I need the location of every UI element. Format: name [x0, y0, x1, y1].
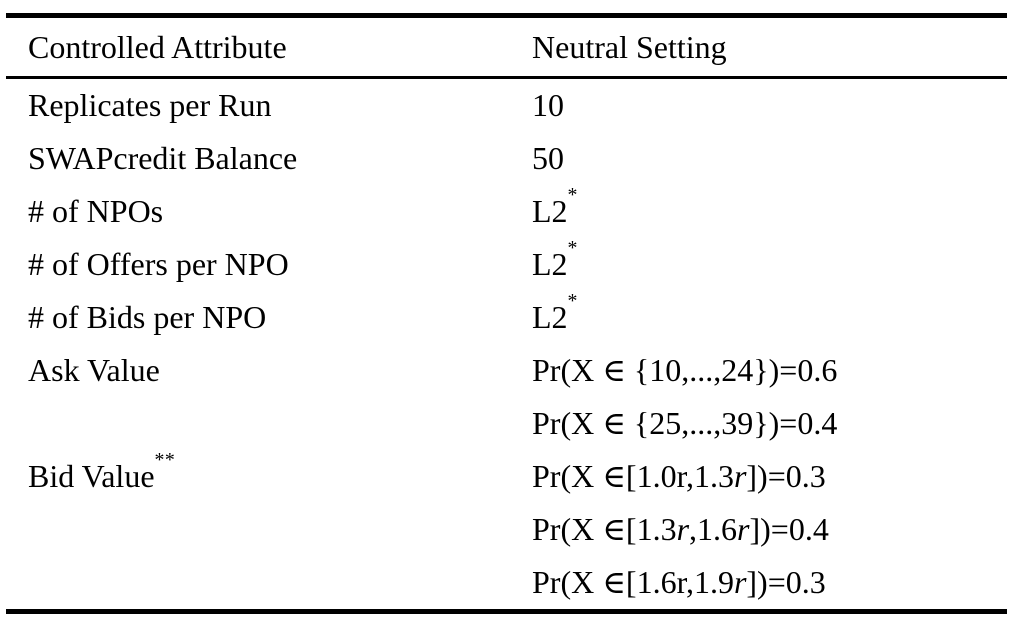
text-segment: Pr(X ∈[1.0r,1.3 [532, 458, 734, 494]
setting-line: 10 [532, 79, 1015, 132]
italic-variable: r [733, 564, 747, 600]
table-row: SWAPcredit Balance 50 [0, 132, 1015, 185]
text-segment: 10 [532, 87, 564, 123]
table-top-rule [6, 13, 1007, 18]
superscript-star: * [567, 236, 578, 259]
table-row: # of Bids per NPO L2* [0, 291, 1015, 344]
text-segment: L2 [532, 299, 568, 335]
setting-line: L2* [532, 185, 1015, 238]
setting-cell: Pr(X ∈ {10,...,24})=0.6 Pr(X ∈ {25,...,39… [532, 344, 1015, 450]
text-segment: 50 [532, 140, 564, 176]
setting-line: Pr(X ∈[1.0r,1.3r])=0.3 [532, 450, 1015, 503]
attribute-cell: # of Bids per NPO [0, 291, 532, 344]
attribute-cell: SWAPcredit Balance [0, 132, 532, 185]
attribute-cell: # of NPOs [0, 185, 532, 238]
setting-cell: Pr(X ∈[1.0r,1.3r])=0.3 Pr(X ∈[1.3r,1.6r])… [532, 450, 1015, 609]
text-segment: # of Bids per NPO [28, 299, 267, 335]
table-row: Replicates per Run 10 [0, 79, 1015, 132]
attribute-label: # of NPOs [28, 185, 532, 238]
setting-line: L2* [532, 238, 1015, 291]
attribute-label: SWAPcredit Balance [28, 132, 532, 185]
setting-line: Pr(X ∈ {25,...,39})=0.4 [532, 397, 1015, 450]
setting-line: Pr(X ∈[1.6r,1.9r])=0.3 [532, 556, 1015, 609]
superscript-star: * [567, 183, 578, 206]
table-row: Ask Value Pr(X ∈ {10,...,24})=0.6 Pr(X ∈ {… [0, 344, 1015, 450]
setting-cell: L2* [532, 291, 1015, 344]
table-row: # of Offers per NPO L2* [0, 238, 1015, 291]
table-row: Bid Value** Pr(X ∈[1.0r,1.3r])=0.3 Pr(X ∈[… [0, 450, 1015, 609]
attribute-cell: Ask Value [0, 344, 532, 397]
attribute-label: # of Bids per NPO [28, 291, 532, 344]
setting-line: Pr(X ∈[1.3r,1.6r])=0.4 [532, 503, 1015, 556]
text-segment: L2 [532, 193, 568, 229]
attribute-cell: # of Offers per NPO [0, 238, 532, 291]
text-segment: ])=0.3 [746, 564, 826, 600]
setting-line: L2* [532, 291, 1015, 344]
attribute-cell: Replicates per Run [0, 79, 532, 132]
superscript-star: * [567, 289, 578, 312]
text-segment: Pr(X ∈[1.6r,1.9 [532, 564, 734, 600]
text-segment: ,1.6 [689, 511, 738, 547]
table-row: # of NPOs L2* [0, 185, 1015, 238]
attribute-label: Replicates per Run [28, 79, 532, 132]
text-segment: # of Offers per NPO [28, 246, 289, 282]
table-header-row: Controlled Attribute Neutral Setting [0, 18, 1015, 76]
column-header-neutral-setting: Neutral Setting [532, 28, 727, 65]
text-segment: Ask Value [28, 352, 160, 388]
setting-cell: L2* [532, 185, 1015, 238]
setting-cell: 50 [532, 132, 1015, 185]
setting-line: Pr(X ∈ {10,...,24})=0.6 [532, 344, 1015, 397]
text-segment: Pr(X ∈ {10,...,24})=0.6 [532, 352, 838, 388]
italic-variable: r [737, 511, 750, 547]
table-bottom-rule [6, 609, 1007, 614]
setting-line: 50 [532, 132, 1015, 185]
text-segment: SWAPcredit Balance [28, 140, 298, 176]
table-header-rule [6, 76, 1007, 79]
text-segment: Pr(X ∈[1.3 [532, 511, 677, 547]
setting-cell: L2* [532, 238, 1015, 291]
attribute-label: Ask Value [28, 344, 532, 397]
column-header-controlled-attribute: Controlled Attribute [28, 28, 287, 65]
setting-cell: 10 [532, 79, 1015, 132]
table-body: Replicates per Run 10 SWAPcredit Balance 50… [0, 79, 1015, 609]
attribute-cell: Bid Value** [0, 450, 532, 503]
text-segment: ])=0.3 [746, 458, 826, 494]
attribute-label: # of Offers per NPO [28, 238, 532, 291]
attribute-label: Bid Value** [28, 450, 532, 503]
italic-variable: r [733, 458, 747, 494]
text-segment: Replicates per Run [28, 87, 272, 123]
text-segment: Bid Value [28, 458, 155, 494]
text-segment: L2 [532, 246, 568, 282]
italic-variable: r [676, 511, 690, 547]
text-segment: # of NPOs [28, 193, 164, 229]
text-segment: Pr(X ∈ {25,...,39})=0.4 [532, 405, 838, 441]
superscript-star: ** [154, 448, 176, 471]
text-segment: ])=0.4 [749, 511, 829, 547]
